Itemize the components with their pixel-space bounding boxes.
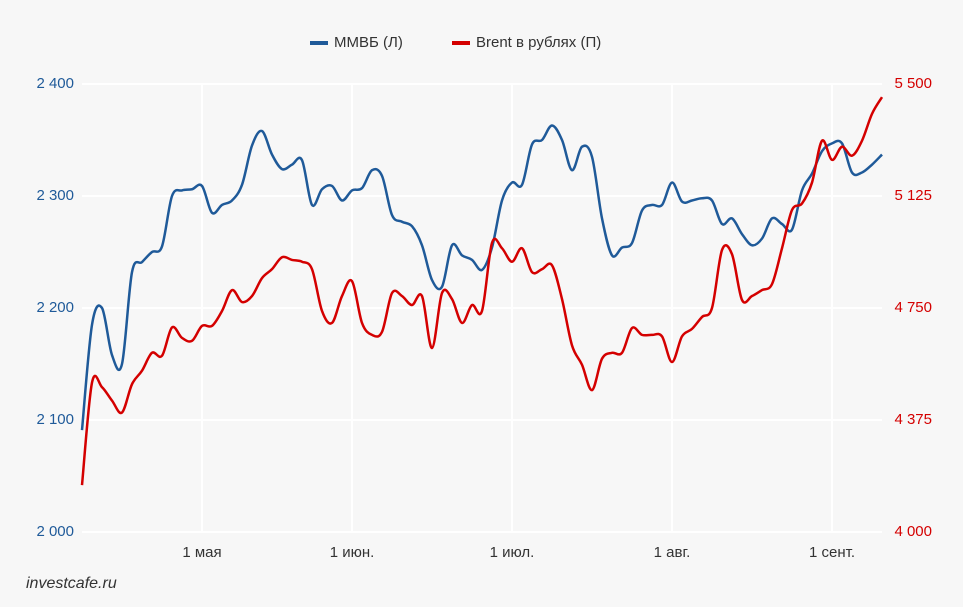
x-tick-label: 1 июл. — [490, 544, 535, 561]
y-tick-label: 2 200 — [36, 299, 74, 316]
line-series — [80, 96, 884, 486]
y-tick-label: 2 100 — [36, 411, 74, 428]
y2-tick-label: 5 500 — [894, 75, 932, 92]
y-tick-label: 2 300 — [36, 187, 74, 204]
y-tick-label: 2 400 — [36, 75, 74, 92]
watermark: investcafe.ru — [26, 575, 117, 592]
y2-tick-label: 5 125 — [894, 187, 932, 204]
x-tick-label: 1 сент. — [809, 544, 855, 561]
y-tick-label: 2 000 — [36, 523, 74, 540]
x-tick-label: 1 авг. — [654, 544, 691, 561]
legend-label: ММВБ (Л) — [334, 34, 403, 51]
y2-tick-label: 4 375 — [894, 411, 932, 428]
x-tick-label: 1 июн. — [330, 544, 375, 561]
legend-label: Brent в рублях (П) — [476, 34, 601, 51]
line-series — [80, 124, 883, 431]
x-tick-label: 1 мая — [182, 544, 221, 561]
y2-tick-label: 4 750 — [894, 299, 932, 316]
y2-tick-label: 4 000 — [894, 523, 932, 540]
